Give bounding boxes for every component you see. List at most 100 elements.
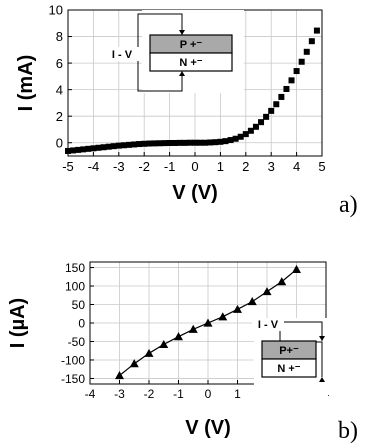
data-point <box>258 119 265 126</box>
data-point <box>298 58 305 65</box>
data-point <box>146 140 153 147</box>
x-tick-label: -2 <box>138 159 150 174</box>
inset-n-label: N +⁻ <box>179 57 202 69</box>
data-point <box>136 141 143 148</box>
data-point <box>75 146 82 153</box>
data-point <box>115 370 124 380</box>
y-tick-label: 0 <box>78 316 85 330</box>
x-axis-label: V (V) <box>185 417 231 439</box>
data-point <box>161 140 168 147</box>
inset-iv-label: I - V <box>112 49 133 61</box>
x-tick-label: 3 <box>268 159 275 174</box>
chart-panel-a: -5 -4 -3 -2 -1 0 1 2 3 4 5 0 2 4 6 8 10 V (V) I (mA) P +⁻ N … <box>15 3 326 204</box>
data-point <box>262 287 272 296</box>
data-point <box>65 147 71 154</box>
data-point <box>144 348 154 357</box>
data-point <box>292 264 301 273</box>
data-point <box>217 138 224 145</box>
data-point <box>247 127 254 134</box>
data-point <box>278 93 285 100</box>
y-tick-label: 10 <box>49 3 63 18</box>
data-point <box>293 68 300 75</box>
data-point <box>80 146 87 153</box>
inset-probe-arrow-bottom <box>319 377 325 382</box>
inset-probe-arrow-top <box>179 30 185 35</box>
x-tick-label: -4 <box>88 159 100 174</box>
x-tick-label: -2 <box>144 387 155 401</box>
data-point <box>233 304 242 313</box>
y-tick-label: 100 <box>65 279 85 293</box>
y-tick-label: 6 <box>56 56 63 71</box>
x-tick-label: 2 <box>242 159 249 174</box>
data-point <box>181 139 188 146</box>
data-point <box>288 77 295 84</box>
y-axis-label: I (µA) <box>7 298 29 348</box>
inset-probe-arrow-top <box>319 336 325 341</box>
data-point <box>156 140 163 147</box>
x-tick-label: 4 <box>293 159 300 174</box>
data-point <box>227 137 234 144</box>
data-point <box>313 27 320 34</box>
x-tick-label: -3 <box>113 159 125 174</box>
x-tick-label: 0 <box>205 387 212 401</box>
y-tick-label: 8 <box>56 29 63 44</box>
inset-n-label: N +⁻ <box>277 363 300 375</box>
data-point <box>203 318 213 327</box>
inset-n-layer <box>149 52 233 72</box>
data-point <box>186 139 193 146</box>
data-point <box>70 147 77 154</box>
data-point <box>131 141 138 148</box>
x-tick-label: 0 <box>191 159 198 174</box>
y-tick-label: -100 <box>61 353 85 367</box>
x-tick-label: 1 <box>234 387 241 401</box>
data-point <box>268 107 275 114</box>
data-point <box>105 143 112 150</box>
x-tick-label: -1 <box>173 387 184 401</box>
data-point <box>263 113 270 120</box>
data-point <box>176 139 183 146</box>
inset-label-mask <box>252 318 284 331</box>
data-point <box>207 139 214 146</box>
inset-p-label: P +⁻ <box>180 39 203 51</box>
data-point <box>174 332 183 341</box>
data-point <box>252 123 259 130</box>
x-axis-label: V (V) <box>172 182 218 204</box>
data-point <box>273 101 280 108</box>
data-point <box>125 141 132 148</box>
data-point <box>222 138 229 145</box>
x-tick-label: 1 <box>217 159 224 174</box>
data-point <box>171 139 178 146</box>
data-point <box>277 277 287 286</box>
inset-label-mask <box>104 47 140 61</box>
y-tick-label: 150 <box>65 261 85 275</box>
y-tick-label: 4 <box>56 82 63 97</box>
y-tick-label: -150 <box>61 372 85 386</box>
data-point <box>95 144 102 151</box>
inset-circuit-wire <box>279 321 323 377</box>
y-tick-label: 2 <box>56 109 63 124</box>
panel-label-a: a) <box>339 192 358 218</box>
data-point <box>85 145 92 152</box>
panel-label-b: b) <box>338 418 358 444</box>
data-point <box>110 143 117 150</box>
x-tick-label: -3 <box>114 387 125 401</box>
data-point <box>308 38 315 45</box>
y-tick-label: 50 <box>72 298 86 312</box>
data-point <box>212 139 219 146</box>
device-inset: P+⁻ N +⁻ I - V <box>252 318 328 399</box>
device-inset: P +⁻ N +⁻ I - V <box>104 10 244 93</box>
data-point <box>202 139 209 146</box>
x-tick-label: -1 <box>164 159 176 174</box>
data-point <box>283 85 290 92</box>
data-point <box>90 145 97 152</box>
data-point <box>120 142 127 149</box>
data-point <box>141 140 148 147</box>
data-point <box>197 139 204 146</box>
data-point <box>188 324 198 333</box>
data-point <box>166 139 173 146</box>
inset-probe-arrow-bottom <box>179 71 185 76</box>
data-point <box>303 48 310 55</box>
data-point <box>232 135 239 142</box>
